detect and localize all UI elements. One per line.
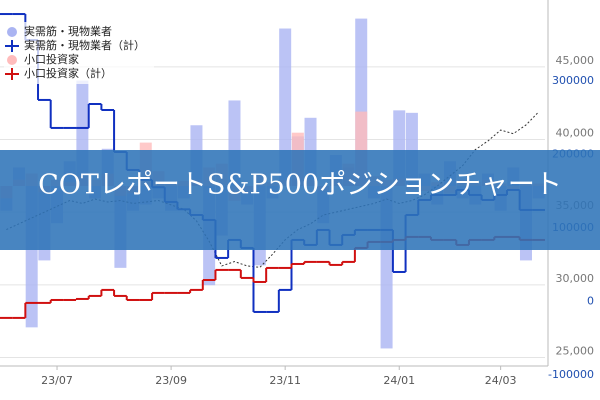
legend-label: 実需筋・現物業者 bbox=[24, 24, 112, 38]
y-tick-label: 40,000 bbox=[556, 127, 595, 140]
x-tick-label: 23/07 bbox=[41, 374, 73, 387]
legend-label: 小口投資家 bbox=[24, 52, 79, 66]
legend-marker bbox=[7, 55, 17, 65]
y-tick-label: 45,000 bbox=[556, 54, 595, 67]
x-tick-label: 24/03 bbox=[485, 374, 517, 387]
y2-tick-label: 0 bbox=[587, 294, 594, 307]
y-tick-label: 30,000 bbox=[556, 272, 595, 285]
banner-band bbox=[0, 150, 600, 250]
x-tick-label: 23/11 bbox=[269, 374, 301, 387]
legend-label: 実需筋・現物業者（計） bbox=[24, 38, 145, 52]
y2-tick-label: -100000 bbox=[548, 368, 594, 381]
banner: COTレポートS&P500ポジションチャート bbox=[0, 150, 600, 250]
legend-label: 小口投資家（計） bbox=[24, 66, 112, 80]
x-tick-label: 23/09 bbox=[155, 374, 187, 387]
legend-box bbox=[4, 22, 154, 84]
x-tick-label: 24/01 bbox=[383, 374, 415, 387]
y2-tick-label: 300000 bbox=[552, 74, 594, 87]
bar bbox=[279, 28, 292, 186]
y-tick-label: 25,000 bbox=[556, 344, 595, 357]
banner-title: COTレポートS&P500ポジションチャート bbox=[38, 170, 562, 201]
legend-marker bbox=[7, 27, 17, 37]
